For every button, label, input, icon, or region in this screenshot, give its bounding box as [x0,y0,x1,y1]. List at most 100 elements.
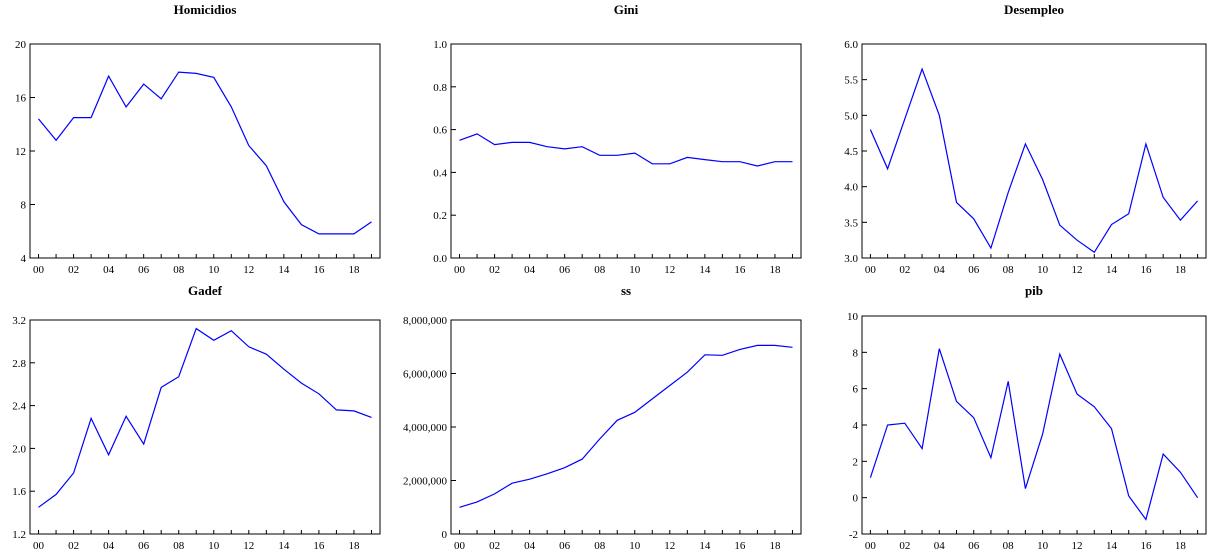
gini-y-tick-label: 0.2 [433,210,447,222]
pib-x-tick-label: 14 [1106,540,1118,552]
homicidios-x-tick-label: 14 [278,264,290,276]
ss-x-tick-label: 04 [524,540,536,552]
gini-x-tick-label: 18 [769,264,781,276]
gini-y-tick-label: 0.8 [433,82,447,94]
gadef-y-tick-label: 1.6 [12,486,26,498]
ss-x-tick-label: 02 [489,540,500,552]
pib-x-tick-label: 18 [1175,540,1187,552]
ss-x-tick-label: 18 [769,540,781,552]
gadef-y-tick-label: 3.2 [12,315,26,327]
desempleo-x-tick-label: 08 [1003,264,1015,276]
homicidios-x-tick-label: 08 [173,264,185,276]
gini-x-tick-label: 02 [489,264,500,276]
pib-plot-frame [861,315,1207,535]
desempleo-x-tick-label: 18 [1175,264,1187,276]
desempleo-y-tick-label: 5.5 [844,75,858,87]
ss-x-tick-label: 16 [734,540,746,552]
pib-y-tick-label: 0 [853,493,859,505]
homicidios-x-tick-label: 18 [348,264,360,276]
gini-x-tick-label: 10 [629,264,641,276]
desempleo-x-tick-label: 16 [1140,264,1152,276]
homicidios-y-tick-label: 12 [15,146,26,158]
gadef-plot-frame [29,319,381,535]
desempleo-y-tick-label: 4.5 [844,146,858,158]
desempleo-y-tick-label: 5.0 [844,110,858,122]
pib-series-line [869,348,1199,521]
homicidios-x-tick-label: 16 [313,264,325,276]
gadef-x-tick-label: 00 [33,540,45,552]
pib-x-tick-label: 16 [1140,540,1152,552]
desempleo-panel: Desempleo 3.0 3.5 4.0 4.5 5.0 5.5 6.0 00 02 04 06 08… [844,2,1207,276]
homicidios-y-tick-label: 4 [21,253,27,265]
pib-x-tick-label: 02 [899,540,910,552]
desempleo-y-tick-label: 3.5 [844,217,858,229]
ss-x-tick-label: 14 [699,540,711,552]
gadef-y-tick-label: 2.8 [12,358,26,370]
pib-x-tick-label: 06 [968,540,980,552]
gini-series-line [459,133,793,167]
pib-x-tick-label: 08 [1003,540,1015,552]
gini-x-tick-label: 00 [454,264,466,276]
pib-y-tick-label: 6 [853,384,859,396]
desempleo-x-tick-label: 04 [934,264,946,276]
gini-panel: Gini 0.0 0.2 0.4 0.6 0.8 1.0 00 02 04 06 08 10 12 14 16… [433,2,802,276]
desempleo-x-tick-label: 10 [1037,264,1049,276]
gini-x-tick-label: 14 [699,264,711,276]
homicidios-title: Homicidios [174,2,237,17]
pib-x-tick-label: 00 [865,540,877,552]
homicidios-series-line [38,71,372,235]
homicidios-x-tick-label: 10 [208,264,220,276]
homicidios-panel: Homicidios 4 8 12 16 20 00 02 04 06 08 10 12 14 16 18 [15,2,381,276]
gini-plot-frame [450,43,802,259]
pib-y-tick-label: 4 [853,420,859,432]
gini-y-tick-label: 0.0 [433,253,447,265]
pib-y-tick-label: 2 [853,456,859,468]
gadef-x-tick-label: 08 [173,540,185,552]
desempleo-y-tick-label: 3.0 [844,253,858,265]
homicidios-x-tick-label: 02 [68,264,79,276]
desempleo-y-tick-label: 4.0 [844,182,858,194]
ss-plot-frame [450,319,802,535]
ss-series-line [459,344,793,508]
desempleo-x-tick-label: 12 [1072,264,1083,276]
gini-y-tick-label: 0.4 [433,167,447,179]
gadef-y-tick-label: 2.4 [12,401,26,413]
gadef-y-tick-label: 2.0 [12,443,26,455]
gini-x-tick-label: 06 [559,264,571,276]
gini-x-tick-label: 08 [594,264,606,276]
gadef-x-tick-label: 06 [138,540,150,552]
desempleo-x-tick-label: 02 [899,264,910,276]
ss-title: ss [621,283,631,298]
pib-y-tick-label: 10 [847,311,859,323]
gadef-panel: Gadef 1.2 1.6 2.0 2.4 2.8 3.2 00 02 04 06 08 10 12 14 1… [12,283,381,552]
gini-y-tick-label: 1.0 [433,39,447,51]
gadef-x-tick-label: 04 [103,540,115,552]
ss-x-tick-label: 10 [629,540,641,552]
homicidios-x-tick-label: 12 [243,264,254,276]
ss-y-tick-label: 4,000,000 [403,422,448,434]
gadef-x-tick-label: 02 [68,540,79,552]
ss-y-tick-label: 0 [442,529,448,541]
desempleo-y-tick-label: 6.0 [844,39,858,51]
pib-x-tick-label: 12 [1072,540,1083,552]
homicidios-y-tick-label: 8 [21,200,27,212]
pib-x-tick-label: 10 [1037,540,1049,552]
desempleo-plot-frame [861,43,1207,259]
gadef-title: Gadef [188,283,223,298]
ss-y-tick-label: 8,000,000 [403,315,448,327]
homicidios-y-tick-label: 16 [15,93,27,105]
desempleo-x-tick-label: 06 [968,264,980,276]
gini-x-tick-label: 12 [664,264,675,276]
ss-x-tick-label: 00 [454,540,466,552]
ss-y-tick-label: 6,000,000 [403,369,448,381]
homicidios-plot-frame [29,43,381,259]
gadef-x-tick-label: 14 [278,540,290,552]
pib-y-tick-label: -2 [849,529,858,541]
gadef-x-tick-label: 10 [208,540,220,552]
gini-x-tick-label: 16 [734,264,746,276]
desempleo-series-line [869,67,1199,254]
ss-panel: ss 0 2,000,000 4,000,000 6,000,000 8,000,000 0… [403,283,802,552]
homicidios-x-tick-label: 00 [33,264,45,276]
